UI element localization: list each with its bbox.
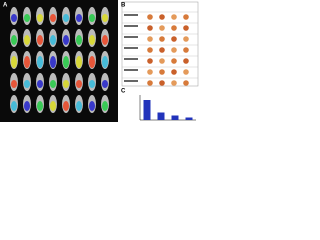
imaging-panel [0,0,118,122]
organ [183,36,189,42]
signal [50,56,56,68]
signal [11,56,17,68]
signal [76,35,82,45]
organ [159,25,165,31]
bar-chart [139,95,196,121]
signal [102,56,108,68]
organ [147,25,153,31]
signal [11,101,17,111]
organ [159,14,165,20]
signal [76,14,82,22]
figure: A B C [0,0,199,122]
signal [89,14,95,22]
signal [102,101,108,111]
signal [63,56,69,68]
organ [183,69,189,75]
signal [50,80,56,88]
signal [37,14,43,22]
organ [171,80,177,86]
organ [147,47,153,53]
signal [11,14,17,22]
organ [171,47,177,53]
signal [63,35,69,45]
organ [147,69,153,75]
signal [89,101,95,111]
signal [89,80,95,88]
row-label [124,14,138,16]
organ [159,58,165,64]
organ [159,80,165,86]
signal [76,80,82,88]
row-label [124,69,138,71]
panel-label: C [121,89,126,95]
organ [147,58,153,64]
bar [171,115,179,120]
organ [183,58,189,64]
organ [159,36,165,42]
row-label [124,47,138,49]
signal [24,56,30,68]
signal [102,35,108,45]
signal [76,56,82,68]
bar [185,117,193,120]
organ [171,36,177,42]
organ [183,47,189,53]
signal [63,14,69,22]
signal [89,56,95,68]
panel-label: A [3,3,8,9]
organ [171,58,177,64]
signal [37,80,43,88]
signal [50,101,56,111]
organ [171,69,177,75]
bar [143,100,151,120]
signal [37,56,43,68]
signal [102,80,108,88]
signal [76,101,82,111]
row-label [124,36,138,38]
panel-label: B [121,3,126,9]
signal [50,35,56,45]
signal [24,35,30,45]
row-label [124,25,138,27]
mice-grid [10,7,109,113]
signal [50,14,56,22]
signal [63,101,69,111]
row-label [124,58,138,60]
row-label [124,80,138,82]
organ [147,36,153,42]
signal [11,80,17,88]
organ-images [122,11,198,86]
signal [11,35,17,45]
organ [171,25,177,31]
signal [24,101,30,111]
signal [37,101,43,111]
organ [183,80,189,86]
signal [24,80,30,88]
organ [159,69,165,75]
bar [157,112,165,120]
signal [63,80,69,88]
organ [159,47,165,53]
organ [183,25,189,31]
organ [147,14,153,20]
organ [171,14,177,20]
signal [89,35,95,45]
signal [102,14,108,22]
organ [183,14,189,20]
signal [24,14,30,22]
organ [147,80,153,86]
signal [37,35,43,45]
